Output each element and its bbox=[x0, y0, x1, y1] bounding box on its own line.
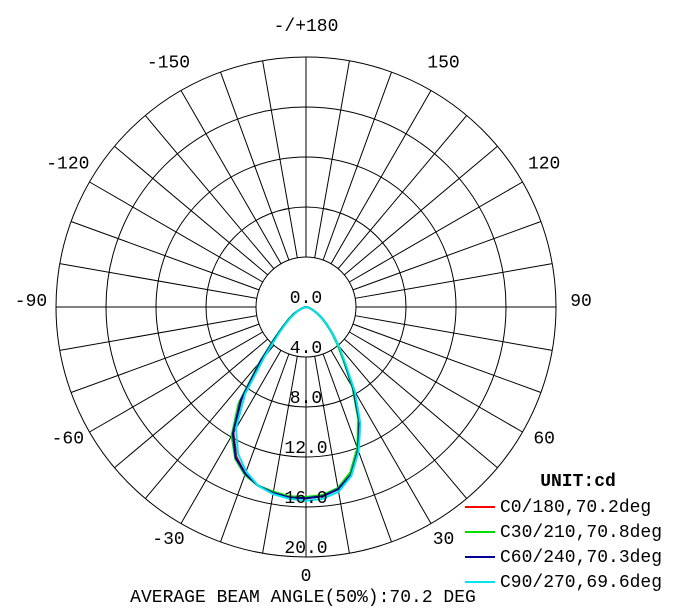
r-tick-label: 4.0 bbox=[290, 339, 322, 359]
angle-label: 120 bbox=[528, 154, 560, 174]
unit-label: UNIT:cd bbox=[540, 472, 616, 492]
grid-spoke bbox=[330, 350, 432, 524]
r-tick-label: 8.0 bbox=[290, 389, 322, 409]
grid-spoke bbox=[352, 221, 542, 291]
grid-spoke bbox=[337, 115, 468, 270]
legend-label: C90/270,69.6deg bbox=[500, 573, 662, 593]
angle-label: 90 bbox=[570, 292, 592, 312]
grid-spoke bbox=[337, 344, 468, 499]
r-tick-label: 0.0 bbox=[290, 289, 322, 309]
grid-spoke bbox=[114, 338, 269, 469]
angle-label: -90 bbox=[15, 292, 47, 312]
grid-spoke bbox=[262, 60, 298, 258]
grid-spoke bbox=[180, 90, 282, 264]
grid-spoke bbox=[144, 344, 275, 499]
grid-spoke bbox=[349, 181, 523, 283]
angle-label: -/+180 bbox=[274, 17, 339, 37]
grid-spoke bbox=[220, 71, 290, 261]
series-line bbox=[234, 306, 362, 502]
angle-label: 0 bbox=[301, 567, 312, 587]
angle-label: -30 bbox=[152, 530, 184, 550]
angle-label: 30 bbox=[433, 530, 455, 550]
footer: AVERAGE BEAM ANGLE(50%):70.2 DEG bbox=[130, 588, 476, 608]
angle-label: -150 bbox=[147, 54, 190, 74]
grid-spoke bbox=[330, 90, 432, 264]
grid-spoke bbox=[114, 145, 269, 276]
grid-spoke bbox=[322, 71, 392, 261]
grid-spoke bbox=[352, 323, 542, 393]
grid-spoke bbox=[314, 356, 350, 554]
legend-label: C30/210,70.8deg bbox=[500, 523, 662, 543]
grid-spoke bbox=[355, 315, 553, 351]
legend-label: C60/240,70.3deg bbox=[500, 548, 662, 568]
angle-label: 150 bbox=[427, 54, 459, 74]
grid-spoke bbox=[89, 181, 263, 283]
grid-spoke bbox=[89, 331, 263, 433]
grid-spoke bbox=[343, 145, 498, 276]
grid-spoke bbox=[70, 221, 260, 291]
grid-spoke bbox=[59, 263, 257, 299]
grid-spoke bbox=[144, 115, 275, 270]
angle-label: 60 bbox=[533, 429, 555, 449]
grid-spoke bbox=[70, 323, 260, 393]
grid-spoke bbox=[343, 338, 498, 469]
r-tick-label: 16.0 bbox=[284, 489, 327, 509]
r-tick-label: 12.0 bbox=[284, 439, 327, 459]
angle-label: -60 bbox=[52, 429, 84, 449]
grid-spoke bbox=[355, 263, 553, 299]
grid-spoke bbox=[220, 353, 290, 543]
grid-spoke bbox=[349, 331, 523, 433]
grid-spoke bbox=[314, 60, 350, 258]
r-tick-label: 20.0 bbox=[284, 539, 327, 559]
legend-label: C0/180,70.2deg bbox=[500, 498, 651, 518]
grid-spoke bbox=[59, 315, 257, 351]
grid-spoke bbox=[262, 356, 298, 554]
angle-label: -120 bbox=[46, 154, 89, 174]
